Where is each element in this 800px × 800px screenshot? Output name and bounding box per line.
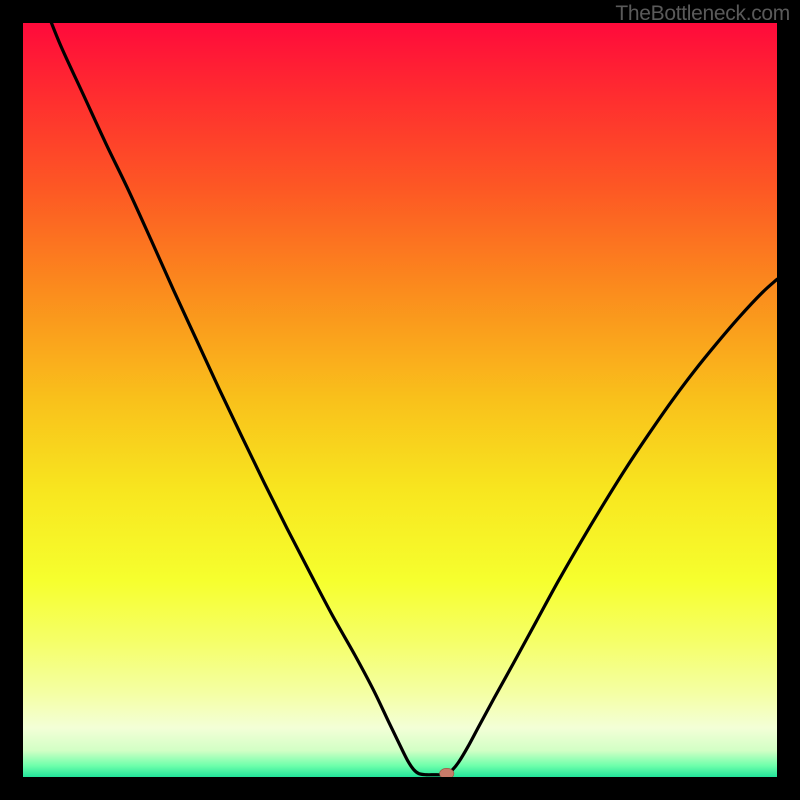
watermark-text: TheBottleneck.com: [615, 2, 790, 26]
bottleneck-chart: [0, 0, 800, 800]
plot-background-gradient: [23, 23, 777, 777]
